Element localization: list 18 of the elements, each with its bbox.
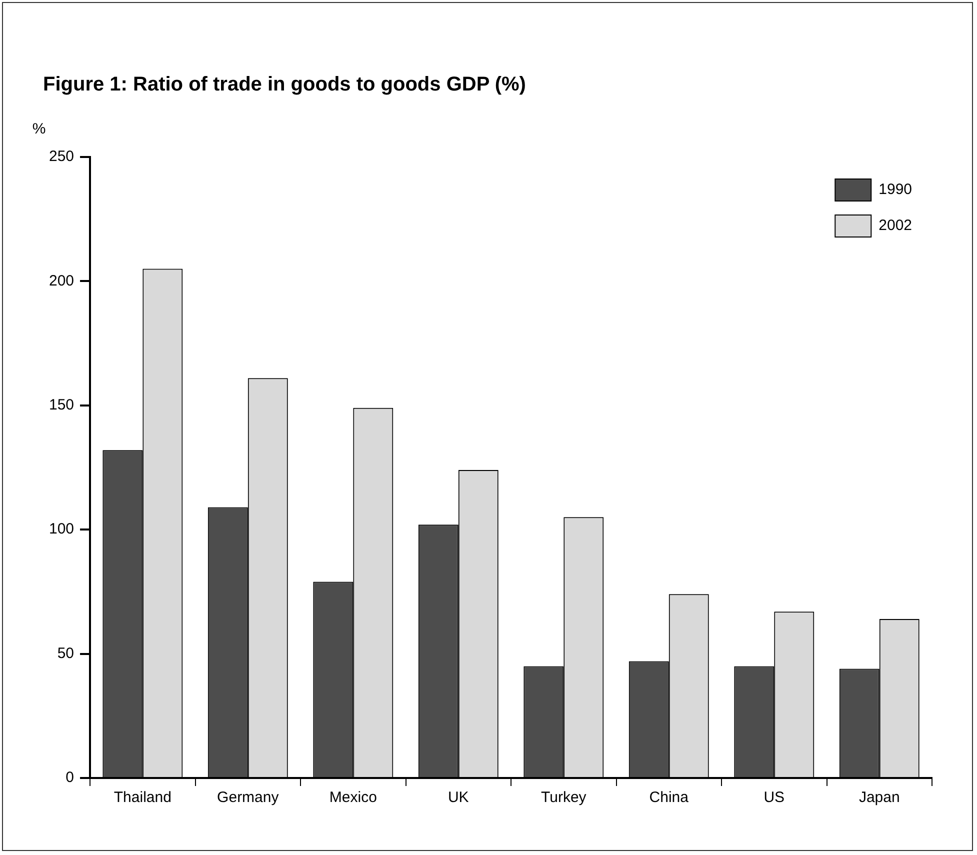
- y-tick-label: 250: [48, 148, 74, 166]
- x-tick-label: Thailand: [114, 789, 172, 806]
- x-tick-label: Japan: [858, 789, 900, 806]
- x-tick-label: Mexico: [329, 789, 377, 806]
- y-tick-label: 150: [48, 396, 74, 414]
- legend-label: 2002: [878, 217, 912, 234]
- x-tick-label: US: [764, 789, 785, 806]
- y-tick-label: 200: [48, 272, 74, 290]
- x-tick-label: UK: [448, 789, 469, 806]
- chart-title: Figure 1: Ratio of trade in goods to goods GDP (%): [43, 74, 526, 96]
- y-tick-label: 50: [57, 644, 74, 662]
- legend-label: 1990: [878, 181, 912, 198]
- x-tick-label: China: [649, 789, 690, 806]
- y-axis-title: %: [32, 120, 46, 138]
- x-tick-label: Germany: [217, 789, 280, 806]
- x-tick-label: Turkey: [540, 789, 587, 806]
- y-tick-label: 0: [66, 769, 74, 786]
- y-tick-label: 100: [48, 520, 74, 538]
